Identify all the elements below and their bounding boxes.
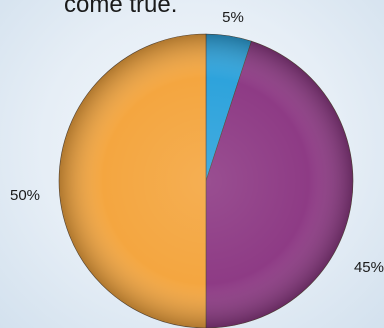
slice-labels: 5% 45% 50% xyxy=(10,9,384,276)
slice-label: 50% xyxy=(10,187,40,204)
slice-label: 45% xyxy=(354,259,384,276)
pie-slices xyxy=(58,33,354,328)
chart-title: come true. xyxy=(64,0,177,18)
pie-slice xyxy=(58,33,207,328)
slice-label: 5% xyxy=(222,9,244,26)
